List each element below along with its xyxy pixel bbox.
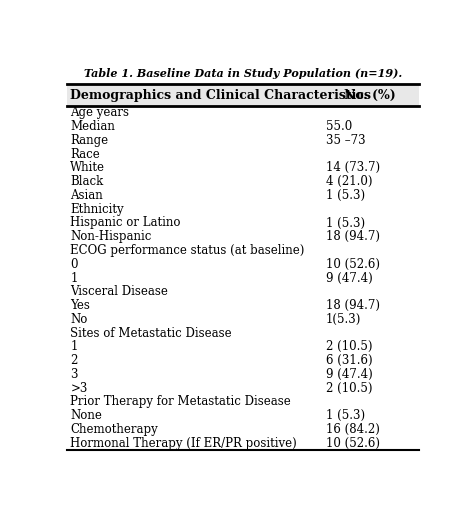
Text: 1(5.3): 1(5.3) — [326, 313, 361, 326]
Text: >3: >3 — [70, 382, 88, 395]
Text: None: None — [70, 409, 102, 422]
Text: Sites of Metastatic Disease: Sites of Metastatic Disease — [70, 327, 232, 340]
Text: Non-Hispanic: Non-Hispanic — [70, 230, 152, 243]
Text: Black: Black — [70, 175, 103, 188]
Text: 10 (52.6): 10 (52.6) — [326, 258, 380, 271]
Text: 35 –73: 35 –73 — [326, 134, 365, 147]
Bar — [66, 84, 419, 106]
Text: Race: Race — [70, 148, 100, 161]
Text: 0: 0 — [70, 258, 78, 271]
Text: No. (%): No. (%) — [344, 89, 395, 102]
Text: 14 (73.7): 14 (73.7) — [326, 162, 380, 174]
Text: 18 (94.7): 18 (94.7) — [326, 299, 380, 312]
Text: 6 (31.6): 6 (31.6) — [326, 354, 372, 367]
Text: 1 (5.3): 1 (5.3) — [326, 409, 365, 422]
Text: Demographics and Clinical Characteristics: Demographics and Clinical Characteristic… — [70, 89, 371, 102]
Text: 2 (10.5): 2 (10.5) — [326, 382, 372, 395]
Text: Table 1. Baseline Data in Study Population (n=19).: Table 1. Baseline Data in Study Populati… — [84, 68, 402, 79]
Text: 1 (5.3): 1 (5.3) — [326, 189, 365, 202]
Text: White: White — [70, 162, 105, 174]
Text: 2: 2 — [70, 354, 78, 367]
Text: No: No — [70, 313, 88, 326]
Text: Asian: Asian — [70, 189, 103, 202]
Text: ECOG performance status (at baseline): ECOG performance status (at baseline) — [70, 244, 305, 257]
Text: Median: Median — [70, 120, 115, 133]
Text: 1 (5.3): 1 (5.3) — [326, 216, 365, 230]
Text: 4 (21.0): 4 (21.0) — [326, 175, 372, 188]
Text: Hispanic or Latino: Hispanic or Latino — [70, 216, 181, 230]
Text: Range: Range — [70, 134, 109, 147]
Text: 1: 1 — [70, 272, 78, 284]
Text: 1: 1 — [70, 340, 78, 354]
Text: Chemotherapy: Chemotherapy — [70, 423, 158, 436]
Text: Hormonal Therapy (If ER/PR positive): Hormonal Therapy (If ER/PR positive) — [70, 437, 297, 450]
Text: Prior Therapy for Metastatic Disease: Prior Therapy for Metastatic Disease — [70, 395, 291, 408]
Text: Age years: Age years — [70, 106, 129, 119]
Text: 55.0: 55.0 — [326, 120, 352, 133]
Text: 10 (52.6): 10 (52.6) — [326, 437, 380, 450]
Text: 3: 3 — [70, 368, 78, 381]
Text: 16 (84.2): 16 (84.2) — [326, 423, 380, 436]
Text: 9 (47.4): 9 (47.4) — [326, 368, 373, 381]
Text: 18 (94.7): 18 (94.7) — [326, 230, 380, 243]
Text: Yes: Yes — [70, 299, 90, 312]
Text: Visceral Disease: Visceral Disease — [70, 285, 168, 298]
Text: 2 (10.5): 2 (10.5) — [326, 340, 372, 354]
Text: Ethnicity: Ethnicity — [70, 203, 124, 216]
Text: 9 (47.4): 9 (47.4) — [326, 272, 373, 284]
